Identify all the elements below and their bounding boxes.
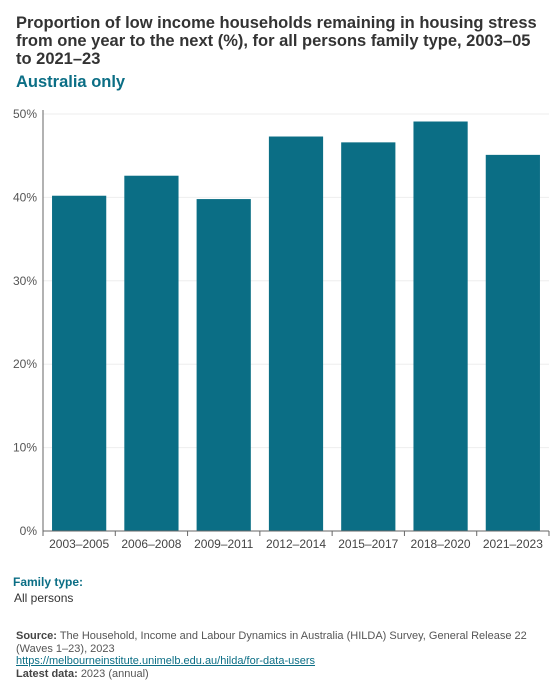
x-tick-label: 2012–2014 — [266, 537, 326, 551]
footer: Source: The Household, Income and Labour… — [16, 630, 546, 680]
bar — [52, 195, 107, 531]
source-text: The Household, Income and Labour Dynamic… — [16, 630, 527, 655]
source-line: Source: The Household, Income and Labour… — [16, 630, 546, 655]
y-tick-label: 0% — [20, 524, 38, 538]
chart-title: Proportion of low income households rema… — [16, 14, 537, 68]
y-tick-label: 10% — [13, 441, 37, 455]
y-tick-label: 30% — [13, 274, 37, 288]
y-tick-label: 40% — [13, 190, 37, 204]
x-tick-label: 2018–2020 — [411, 537, 471, 551]
x-tick-label: 2015–2017 — [338, 537, 398, 551]
latest-data-line: Latest data: 2023 (annual) — [16, 668, 546, 681]
chart-subtitle: Australia only — [16, 73, 126, 91]
bar — [485, 154, 540, 531]
y-tick-label: 50% — [13, 107, 37, 121]
filter-value: All persons — [14, 591, 74, 605]
bar — [268, 136, 324, 531]
bar — [341, 142, 396, 531]
latest-data-text: 2023 (annual) — [80, 667, 149, 680]
source-label: Source: — [16, 630, 57, 642]
x-tick-label: 2006–2008 — [121, 537, 181, 551]
filter-label: Family type: — [13, 575, 84, 589]
y-tick-label: 20% — [13, 357, 37, 371]
bar — [124, 175, 179, 531]
bar — [196, 199, 251, 531]
x-tick-label: 2021–2023 — [483, 537, 543, 551]
source-link[interactable]: https://melbourneinstitute.unimelb.edu.a… — [16, 655, 316, 667]
x-tick-label: 2009–2011 — [194, 537, 254, 551]
x-tick-label: 2003–2005 — [49, 537, 109, 551]
bar-chart: 0% 10% 20% 30% 40% 50% 2003–2005 2006–2008 2009–… — [13, 107, 550, 551]
latest-data-label: Latest data: — [16, 667, 78, 680]
bar — [413, 121, 468, 532]
